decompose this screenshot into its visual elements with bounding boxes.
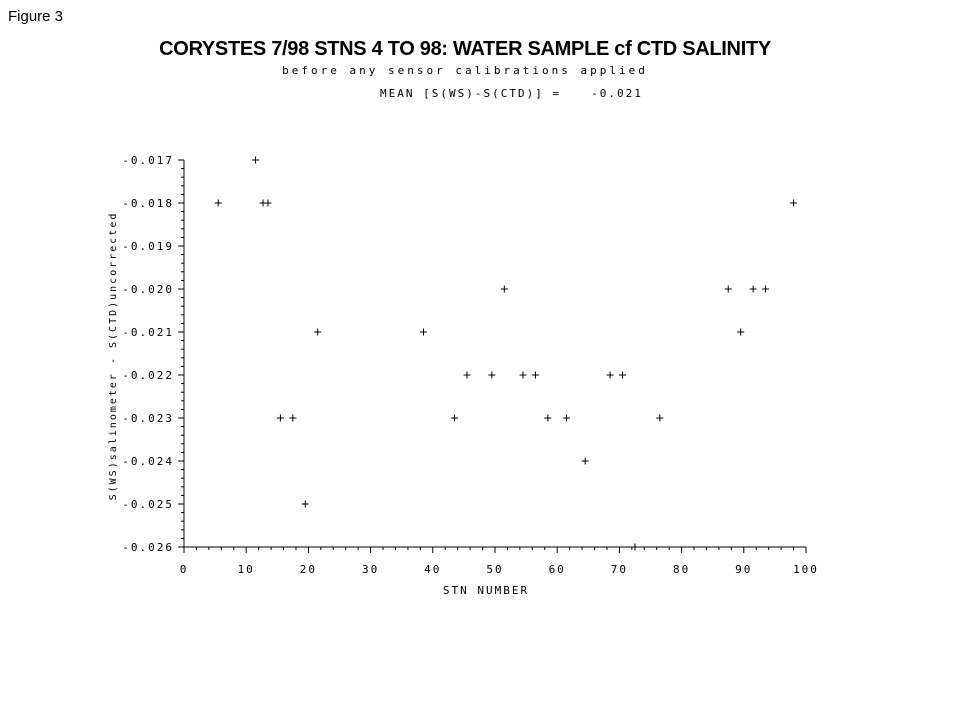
x-tick-label: 60 xyxy=(549,563,566,576)
data-point xyxy=(214,199,222,207)
data-point xyxy=(656,414,664,422)
data-point xyxy=(606,371,614,379)
data-point xyxy=(519,371,527,379)
mean-value: -0.021 xyxy=(591,87,643,100)
x-tick-label: 10 xyxy=(238,563,255,576)
y-tick-label: -0.022 xyxy=(122,369,174,382)
data-point xyxy=(581,457,589,465)
y-tick-label: -0.018 xyxy=(122,197,174,210)
y-tick-label: -0.025 xyxy=(122,498,174,511)
y-tick-label: -0.023 xyxy=(122,412,174,425)
y-tick-label: -0.024 xyxy=(122,455,174,468)
data-point xyxy=(631,543,639,551)
data-points xyxy=(214,156,798,551)
data-point xyxy=(737,328,745,336)
x-tick-label: 40 xyxy=(424,563,441,576)
data-point xyxy=(619,371,627,379)
chart-subtitle: before any sensor calibrations applied xyxy=(282,64,648,77)
data-point xyxy=(749,285,757,293)
y-tick-label: -0.021 xyxy=(122,326,174,339)
data-point xyxy=(531,371,539,379)
data-point xyxy=(252,156,260,164)
x-axis-label: STN NUMBER xyxy=(443,584,529,597)
data-point xyxy=(724,285,732,293)
mean-label: MEAN [S(WS)-S(CTD)] = xyxy=(380,87,562,100)
mean-annotation: MEAN [S(WS)-S(CTD)] = -0.021 xyxy=(380,87,643,100)
y-tick-label: -0.019 xyxy=(122,240,174,253)
y-axis-label: S(WS)salinometer - S(CTD)uncorrected xyxy=(108,212,119,501)
data-point xyxy=(563,414,571,422)
x-tick-label: 70 xyxy=(611,563,628,576)
y-tick-label: -0.020 xyxy=(122,283,174,296)
x-tick-label: 20 xyxy=(300,563,317,576)
data-point xyxy=(451,414,459,422)
data-point xyxy=(790,199,798,207)
data-point xyxy=(488,371,496,379)
data-point xyxy=(301,500,309,508)
x-tick-label: 80 xyxy=(673,563,690,576)
y-tick-label: -0.026 xyxy=(122,541,174,554)
axes: 0 10 20 30 40 50 60 70 80 90 100 -0.017 -0.018 -0.019… xyxy=(122,154,819,576)
x-tick-label: 100 xyxy=(793,563,819,576)
data-point xyxy=(463,371,471,379)
chart-title: CORYSTES 7/98 STNS 4 TO 98: WATER SAMPLE… xyxy=(159,38,771,60)
data-point xyxy=(544,414,552,422)
data-point xyxy=(500,285,508,293)
data-point xyxy=(264,199,272,207)
x-tick-label: 30 xyxy=(362,563,379,576)
data-point xyxy=(314,328,322,336)
data-point xyxy=(419,328,427,336)
y-tick-label: -0.017 xyxy=(122,154,174,167)
x-tick-label: 50 xyxy=(486,563,503,576)
x-tick-label: 0 xyxy=(180,563,189,576)
data-point xyxy=(762,285,770,293)
data-point xyxy=(289,414,297,422)
data-point xyxy=(276,414,284,422)
x-tick-label: 90 xyxy=(735,563,752,576)
figure-label: Figure 3 xyxy=(8,8,64,25)
